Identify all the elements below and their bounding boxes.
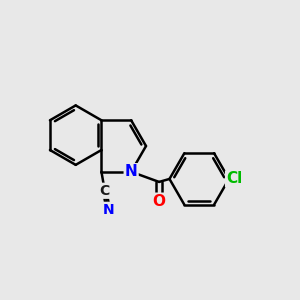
Text: O: O [153, 194, 166, 209]
Text: C: C [100, 184, 110, 198]
Text: Cl: Cl [226, 172, 242, 187]
Text: N: N [125, 164, 137, 179]
Text: N: N [102, 203, 114, 217]
